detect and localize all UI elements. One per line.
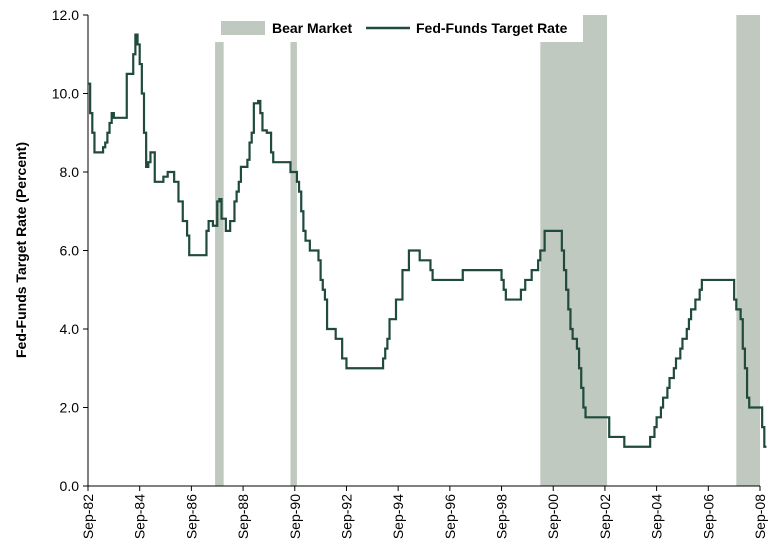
x-tick-label: Sep-92 xyxy=(338,494,354,539)
y-tick-label: 12.0 xyxy=(52,7,79,23)
x-axis-ticks: Sep-82 Sep-84 Sep-86 Sep-88 Sep-90 Sep-92 Sep-… xyxy=(80,486,768,539)
x-tick-label: Sep-82 xyxy=(80,494,96,539)
legend: Bear Market Fed-Funds Target Rate xyxy=(207,13,583,42)
y-tick-label: 4.0 xyxy=(60,321,80,337)
bear-market-band-3 xyxy=(736,15,760,486)
y-tick-label: 8.0 xyxy=(60,164,80,180)
y-tick-label: 0.0 xyxy=(60,478,80,494)
bear-market-bands xyxy=(215,15,760,486)
x-tick-label: Sep-84 xyxy=(132,494,148,539)
y-tick-label: 10.0 xyxy=(52,86,79,102)
x-tick-label: Sep-04 xyxy=(649,494,665,539)
x-tick-label: Sep-94 xyxy=(390,494,406,539)
series-line-fed-funds-target-rate xyxy=(88,33,767,448)
x-tick-label: Sep-96 xyxy=(442,494,458,539)
legend-label-bear-market: Bear Market xyxy=(272,20,352,36)
x-tick-label: Sep-90 xyxy=(287,494,303,539)
y-axis-label: Fed-Funds Target Rate (Percent) xyxy=(13,142,29,358)
x-tick-label: Sep-98 xyxy=(494,494,510,539)
bear-market-band-2 xyxy=(540,15,608,486)
x-tick-label: Sep-06 xyxy=(700,494,716,539)
bear-market-band-1 xyxy=(290,15,297,486)
x-tick-label: Sep-08 xyxy=(752,494,768,539)
x-tick-label: Sep-88 xyxy=(235,494,251,539)
x-tick-label: Sep-02 xyxy=(597,494,613,539)
bear-market-band-0 xyxy=(215,15,224,486)
x-tick-label: Sep-00 xyxy=(545,494,561,539)
legend-label-fed-funds: Fed-Funds Target Rate xyxy=(416,20,568,36)
y-axis-ticks: 0.0 2.0 4.0 6.0 8.0 10.0 12.0 xyxy=(52,7,88,494)
legend-swatch-bear-market xyxy=(221,21,265,35)
y-tick-label: 6.0 xyxy=(60,243,80,259)
series-lines xyxy=(88,33,767,448)
x-tick-label: Sep-86 xyxy=(183,494,199,539)
y-tick-label: 2.0 xyxy=(60,400,80,416)
